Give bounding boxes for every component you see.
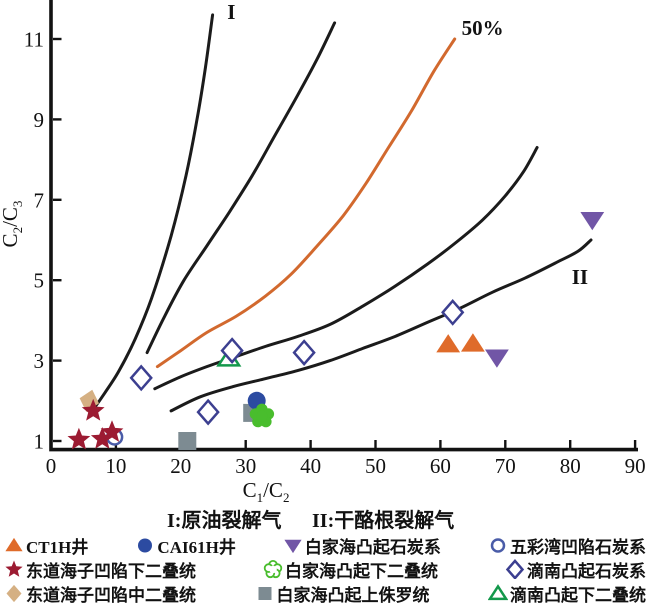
data-point	[81, 398, 105, 421]
legend-item-label: 东道海子凹陷下二叠统	[26, 561, 196, 581]
y-tick-label: 1	[34, 430, 45, 454]
circle-icon	[138, 538, 153, 553]
caption-oil-cracking-gas: I:原油裂解气	[167, 508, 281, 532]
legend-item-baijiahai-uplift-upper-jurassic: 白家海凸起上侏罗统	[255, 581, 430, 606]
legend-row-2: 东道海子凹陷下二叠统 白家海凸起下二叠统 滴南凸起石炭系	[0, 557, 650, 581]
data-point	[292, 339, 316, 367]
legend-row-1: CT1H井 CAI61H井 白家海凸起石炭系 五彩湾凹陷石炭系	[0, 533, 650, 557]
x-tick-label: 0	[46, 454, 57, 478]
data-point	[90, 427, 114, 449]
x-tick-label: 10	[105, 454, 126, 478]
legend-item-baijiahai-uplift-lower-permian: 白家海凸起下二叠统	[263, 557, 438, 582]
legend-item-label: CAI61H井	[157, 537, 236, 557]
curve-II-label: II	[572, 265, 588, 289]
legend-item-label: 滴南凸起石炭系	[527, 561, 646, 581]
legend-item-label: CT1H井	[26, 537, 89, 557]
y-tick-label: 3	[34, 349, 45, 373]
data-point	[485, 349, 509, 368]
star-icon	[5, 560, 23, 577]
data-point	[505, 559, 525, 579]
series-dinan-uplift-carboniferous	[129, 298, 465, 426]
circle-icon	[490, 538, 506, 553]
y-tick-label: 5	[34, 269, 45, 293]
data-point	[436, 334, 461, 353]
curve-25	[153, 146, 539, 391]
curve-50-label: 50%	[462, 16, 504, 40]
data-point	[249, 403, 275, 428]
data-point	[263, 560, 283, 579]
data-point	[258, 587, 271, 600]
curve-I	[93, 13, 215, 409]
caption-kerogen-cracking-gas: II:干酪根裂解气	[312, 508, 454, 532]
legend-item-dinan-uplift-lower-permian: 滴南凸起下二叠统	[488, 581, 646, 606]
data-point	[129, 364, 153, 392]
square-icon	[258, 587, 271, 600]
legend-item-wucaiwan-sag-carboniferous: 五彩湾凹陷石炭系	[488, 533, 646, 558]
x-tick-label: 80	[560, 454, 581, 478]
x-tick-label: 30	[235, 454, 256, 478]
y-tick-label: 7	[34, 188, 45, 212]
series-baijiahai-uplift-carboniferous	[485, 212, 605, 368]
legend-item-baijiahai-uplift-carboniferous: 白家海凸起石炭系	[283, 533, 441, 558]
x-tick-label: 40	[300, 454, 321, 478]
flower-icon	[263, 560, 283, 579]
data-point	[441, 298, 465, 326]
legend-item-label: 东道海子凹陷中二叠统	[26, 585, 196, 605]
x-axis-title: C1/C2	[243, 478, 290, 505]
x-tick-label: 20	[170, 454, 191, 478]
data-point	[5, 560, 23, 577]
x-tick-label: 90	[625, 454, 646, 478]
legend-item-ct1h-well: CT1H井	[4, 533, 88, 558]
y-axis-title: C2/C3	[0, 201, 25, 248]
diamond-icon	[505, 559, 525, 579]
legend-item-label: 五彩湾凹陷石炭系	[509, 537, 646, 557]
series-baijiahai-uplift-lower-permian	[249, 403, 275, 428]
x-tick-label: 70	[495, 454, 516, 478]
data-point	[138, 538, 153, 553]
data-point	[220, 337, 244, 365]
data-point	[67, 427, 91, 450]
data-point	[196, 398, 220, 426]
data-point	[284, 539, 302, 554]
legend-item-label: 白家海凸起下二叠统	[285, 561, 438, 581]
legend-item-cai61h-well: CAI61H井	[135, 533, 236, 558]
data-point	[461, 333, 485, 352]
y-tick-label: 9	[34, 108, 45, 132]
data-point	[580, 212, 605, 231]
data-point	[488, 584, 508, 601]
series-baijiahai-uplift-upper-jurassic	[178, 403, 262, 450]
y-tick-label: 11	[24, 28, 44, 52]
diamond-icon	[6, 584, 22, 603]
series-ct1h-well	[436, 333, 485, 353]
legend-item-label: 滴南凸起下二叠统	[510, 585, 646, 605]
legend-item-dinan-uplift-carboniferous: 滴南凸起石炭系	[505, 557, 646, 582]
x-tick-label: 60	[430, 454, 451, 478]
legend: CT1H井 CAI61H井 白家海凸起石炭系 五彩湾凹陷石炭系 东道海子凹陷下二叠统 白家…	[0, 533, 650, 605]
triangle-up-icon	[488, 584, 508, 601]
axes-frame	[49, 0, 638, 452]
legend-item-label: 白家海凸起上侏罗统	[276, 585, 430, 605]
legend-row-3: 东道海子凹陷中二叠统 白家海凸起上侏罗统 滴南凸起下二叠统	[0, 581, 650, 605]
chart-canvas: 0 10 20 30 40 50 60 70 80 90 1 3 5 7 9 11 I 50% II C1/C2 C2/…	[0, 0, 646, 532]
data-point	[178, 432, 197, 450]
x-tick-label: 50	[365, 454, 386, 478]
series-dongdaohaizi-sag-lower-permian	[67, 398, 124, 450]
legend-item-dongdaohaizi-sag-middle-permian: 东道海子凹陷中二叠统	[4, 581, 196, 606]
legend-item-dongdaohaizi-sag-lower-permian: 东道海子凹陷下二叠统	[4, 557, 196, 582]
curve-I-label: I	[227, 0, 235, 24]
curve-75	[145, 21, 337, 355]
triangle-down-icon	[284, 539, 302, 554]
data-point	[6, 584, 22, 603]
legend-item-label: 白家海凸起石炭系	[304, 537, 441, 557]
data-point	[5, 537, 23, 552]
curve-II	[169, 238, 593, 413]
curve-50	[155, 37, 457, 369]
data-point	[100, 420, 124, 442]
triangle-up-icon	[5, 537, 23, 552]
data-point	[490, 538, 506, 553]
